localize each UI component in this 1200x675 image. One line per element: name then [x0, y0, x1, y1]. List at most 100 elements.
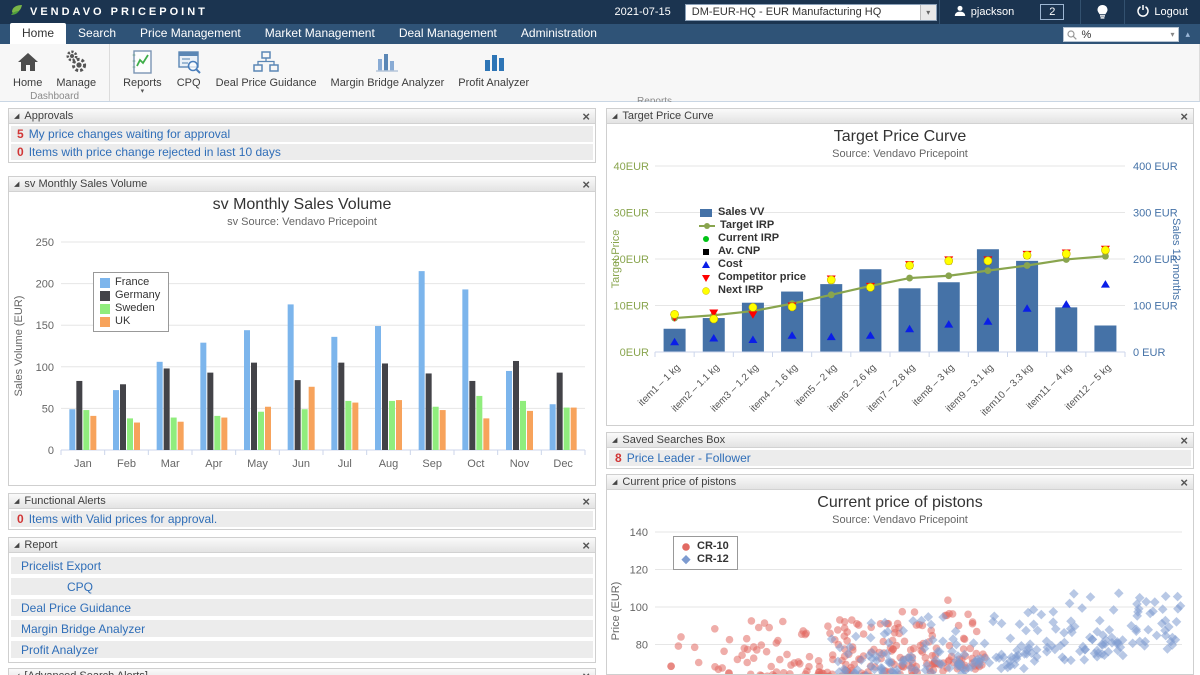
svg-text:Jul: Jul [338, 458, 352, 470]
report-link-row[interactable]: Margin Bridge Analyzer [11, 620, 593, 637]
deal-price-guidance-button[interactable]: Deal Price Guidance [209, 47, 324, 90]
legend-item[interactable]: Sweden [100, 302, 160, 315]
legend-item[interactable]: CR-12 [680, 553, 729, 566]
svg-text:Dec: Dec [553, 458, 573, 470]
tab-price-management[interactable]: Price Management [140, 26, 241, 40]
svg-text:100: 100 [630, 602, 648, 614]
cpq-link[interactable]: CPQ [67, 579, 94, 594]
lightbulb-icon[interactable] [1083, 4, 1122, 20]
ribbon-group-dashboard: Home Manage Dashboard [0, 44, 111, 102]
ribbon-group-label: Reports [116, 95, 1193, 109]
report-link-row[interactable]: Pricelist Export [11, 557, 593, 574]
cpq-button[interactable]: CPQ [169, 47, 209, 90]
svg-text:Jan: Jan [74, 458, 92, 470]
profit-analyzer-link[interactable]: Profit Analyzer [21, 642, 99, 657]
target-price-curve-panel: ◢ Target Price Curve × Target Price Curv… [606, 108, 1194, 426]
user-menu[interactable]: pjackson [942, 5, 1026, 20]
collapse-triangle-icon: ◢ [612, 479, 618, 486]
logout-button[interactable]: Logout [1127, 4, 1200, 20]
legend-item[interactable]: CR-10 [680, 540, 729, 553]
home-button[interactable]: Home [6, 47, 49, 90]
alert-row[interactable]: 0 Items with price change rejected in la… [11, 144, 593, 160]
legend-item[interactable]: Sales VV [699, 206, 806, 219]
pistons-price-panel-header[interactable]: ◢ Current price of pistons × [607, 475, 1193, 490]
saved-searches-panel-header[interactable]: ◢ Saved Searches Box × [607, 433, 1193, 448]
legend-item[interactable]: France [100, 276, 160, 289]
close-icon[interactable]: × [582, 108, 590, 124]
close-icon[interactable]: × [1180, 432, 1188, 448]
legend-item[interactable]: Cost [699, 258, 806, 271]
report-icon [130, 48, 154, 75]
svg-text:May: May [247, 458, 268, 470]
svg-text:Jun: Jun [292, 458, 310, 470]
tab-market-management[interactable]: Market Management [264, 26, 375, 40]
notification-count-badge[interactable]: 2 [1040, 4, 1065, 20]
tab-administration[interactable]: Administration [520, 26, 597, 40]
legend-item[interactable]: Av. CNP [699, 245, 806, 258]
close-icon[interactable]: × [1180, 108, 1188, 124]
target-price-curve-combo-chart: 0EUR 0 EUR 10EUR 100 EUR 20EUR 200 EUR 30EUR 30… [607, 160, 1193, 425]
ribbon-group-label: Dashboard [30, 91, 80, 102]
svg-text:Oct: Oct [467, 458, 484, 470]
legend-item[interactable]: UK [100, 315, 160, 328]
report-panel-header[interactable]: ◢ Report × [9, 538, 595, 553]
chart-legend[interactable]: France Germany Sweden UK [93, 272, 170, 332]
close-icon[interactable]: × [582, 176, 590, 192]
manage-button[interactable]: Manage [49, 47, 103, 90]
legend-item[interactable]: Current IRP [699, 232, 806, 245]
alert-link[interactable]: My price changes waiting for approval [28, 127, 231, 141]
close-icon[interactable]: × [582, 537, 590, 553]
pricelist-export-link[interactable]: Pricelist Export [21, 558, 102, 573]
quick-search-box[interactable]: ▾ [1063, 27, 1180, 42]
margin-bridge-analyzer-link[interactable]: Margin Bridge Analyzer [21, 621, 146, 636]
approvals-panel-header[interactable]: ◢ Approvals × [9, 109, 595, 124]
alert-row[interactable]: 8 Price Leader - Follower [609, 450, 1191, 466]
gears-icon [63, 48, 89, 75]
alert-count: 0 [17, 145, 24, 159]
advanced-search-alerts-panel-header[interactable]: ◢ [Advanced Search Alerts] × [9, 669, 595, 675]
search-input[interactable] [1079, 28, 1160, 41]
tab-deal-management[interactable]: Deal Management [398, 26, 497, 40]
alert-row[interactable]: 0 Items with Valid prices for approval. [11, 511, 593, 527]
legend-item[interactable]: Competitor price [699, 271, 806, 284]
svg-text:0: 0 [48, 445, 54, 457]
report-link-row[interactable]: Deal Price Guidance [11, 599, 593, 616]
alert-link[interactable]: Price Leader - Follower [626, 451, 751, 465]
close-icon[interactable]: × [582, 493, 590, 509]
margin-bridge-analyzer-button[interactable]: Margin Bridge Analyzer [324, 47, 452, 90]
report-link-row[interactable]: Profit Analyzer [11, 641, 593, 658]
alert-row[interactable]: 5 My price changes waiting for approval [11, 126, 593, 142]
close-icon[interactable]: × [582, 670, 590, 675]
chevron-down-icon: ▾ [919, 4, 936, 20]
tab-home[interactable]: Home [10, 23, 67, 44]
legend-item[interactable]: Target IRP [699, 219, 806, 232]
alert-link[interactable]: Items with price change rejected in last… [28, 145, 281, 159]
pistons-plot: 1401201008060Price (EUR) [610, 527, 1186, 674]
target-price-curve-panel-header[interactable]: ◢ Target Price Curve × [607, 109, 1193, 124]
svg-text:400 EUR: 400 EUR [1133, 161, 1178, 173]
reports-button[interactable]: Reports ▾ [116, 47, 169, 95]
ribbon-collapse-caret[interactable]: ▴ [1185, 29, 1190, 39]
chart-title: Target Price Curve [833, 128, 967, 145]
chart-legend[interactable]: Sales VV Target IRP Current IRP Av. CNP Cost… [699, 206, 806, 297]
vendavo-leaf-logo-icon [10, 3, 24, 22]
close-icon[interactable]: × [1180, 474, 1188, 490]
chart-legend[interactable]: CR-10 CR-12 [673, 536, 738, 570]
report-link-row[interactable]: CPQ [11, 578, 593, 595]
chevron-down-icon: ▾ [1170, 30, 1175, 39]
advanced-search-alerts-panel: ◢ [Advanced Search Alerts] × [8, 668, 596, 675]
deal-price-guidance-link[interactable]: Deal Price Guidance [21, 600, 132, 615]
legend-item[interactable]: Next IRP [699, 284, 806, 297]
svg-text:Mar: Mar [161, 458, 180, 470]
monthly-sales-volume-panel-header[interactable]: ◢ sv Monthly Sales Volume × [9, 177, 595, 192]
alert-link[interactable]: Items with Valid prices for approval. [28, 512, 218, 526]
tab-search[interactable]: Search [78, 26, 117, 40]
collapse-triangle-icon: ◢ [14, 542, 20, 549]
entity-selector-dropdown[interactable]: DM-EUR-HQ - EUR Manufacturing HQ ▾ [684, 3, 937, 21]
functional-alerts-panel-header[interactable]: ◢ Functional Alerts × [9, 494, 595, 509]
chart-subtitle: Source: Vendavo Pricepoint [832, 514, 968, 526]
legend-item[interactable]: Germany [100, 289, 160, 302]
profit-analyzer-button[interactable]: Profit Analyzer [451, 47, 536, 90]
